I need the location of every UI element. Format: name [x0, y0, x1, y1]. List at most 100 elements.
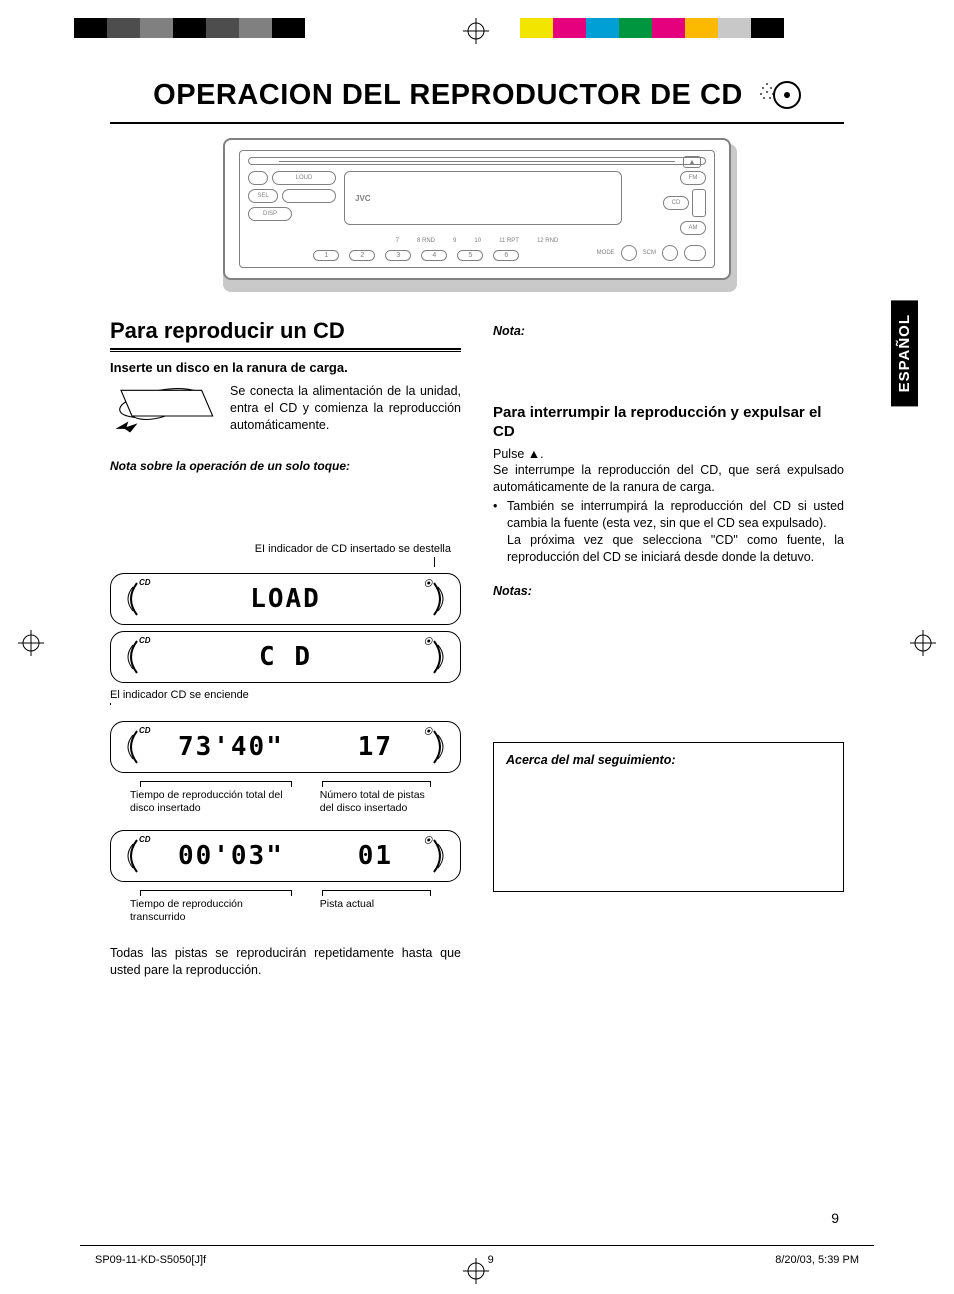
- eject-icon: ▲: [528, 447, 540, 461]
- swatch-group-right: [520, 18, 784, 38]
- section-heading: Para reproducir un CD: [110, 318, 461, 344]
- swatch-group-left: [74, 18, 305, 38]
- eject-button-icon: ▲: [683, 156, 701, 168]
- power-button: [248, 171, 268, 185]
- bracket: [140, 781, 292, 787]
- right-controls: FM CD AM: [630, 171, 706, 235]
- tiny-label: 12 RND: [537, 238, 558, 244]
- loud-button: LOUD: [272, 171, 336, 185]
- lcd-panel-cd: CD⦿ C D: [110, 631, 461, 683]
- nota-label: Nota:: [493, 324, 844, 338]
- preset-6: 6: [493, 250, 519, 261]
- swatch: [586, 18, 619, 38]
- notas-label: Notas:: [493, 584, 844, 598]
- footer-filename: SP09-11-KD-S5050[J]f: [95, 1254, 206, 1266]
- bracket: [322, 890, 431, 896]
- subheading-insert: Inserte un disco en la ranura de carga.: [110, 360, 461, 375]
- swatch: [520, 18, 553, 38]
- lcd-arc-right-icon: [430, 836, 450, 876]
- mistracking-box: Acerca del mal seguimiento:: [493, 742, 844, 892]
- insert-disc-illustration: [110, 383, 220, 443]
- tiny-label: 7: [396, 238, 399, 244]
- left-column: Para reproducir un CD Inserte un disco e…: [110, 318, 461, 979]
- lcd-cd-label: CD: [139, 726, 151, 737]
- lcd-panel-total: CD⦿ 73'40" 17: [110, 721, 461, 773]
- mode-label: MODE: [597, 250, 615, 256]
- sel-button: SEL: [248, 189, 278, 203]
- lcd-cd-label: CD: [139, 835, 151, 846]
- bracket: [140, 890, 292, 896]
- nav-button: [282, 189, 336, 203]
- tiny-label: 11 RPT: [499, 238, 519, 244]
- bullet-text: También se interrumpirá la reproducción …: [507, 499, 844, 530]
- registration-mark-icon: [18, 630, 44, 656]
- cd-button: CD: [663, 196, 689, 210]
- subheading-stop-eject: Para interrumpir la reproducción y expul…: [493, 404, 844, 442]
- lcd-panel-elapsed: CD⦿ 00'03" 01: [110, 830, 461, 882]
- lcd-arc-left-icon: [121, 727, 141, 767]
- swatch: [74, 18, 107, 38]
- language-tab: ESPAÑOL: [891, 300, 918, 406]
- lcd-cdin-icon: ⦿: [424, 636, 432, 647]
- caption-cd-inserted: EI indicador de CD insertado se destella: [110, 543, 461, 555]
- pointer-line: [110, 703, 461, 705]
- swatch: [652, 18, 685, 38]
- fm-button: FM: [680, 171, 706, 185]
- lcd-arc-left-icon: [121, 637, 141, 677]
- lcd-cdin-icon: ⦿: [424, 835, 432, 846]
- preset-3: 3: [385, 250, 411, 261]
- title-underline: [110, 122, 844, 124]
- heading-underline: [110, 348, 461, 350]
- bullet-item: También se interrumpirá la reproducción …: [493, 498, 844, 566]
- arrow-icon: [116, 422, 138, 433]
- label-current-track: Pista actual: [320, 898, 441, 923]
- page-number: 9: [831, 1210, 839, 1226]
- swatch: [272, 18, 305, 38]
- preset-1: 1: [313, 250, 339, 261]
- footer-page: 9: [488, 1254, 494, 1266]
- swatch: [619, 18, 652, 38]
- swatch: [751, 18, 784, 38]
- scm-label: SCM: [643, 250, 656, 256]
- lcd-cdin-icon: ⦿: [424, 726, 432, 737]
- repeat-body-text: Todas las pistas se reproducirán repetid…: [110, 945, 461, 979]
- cd-slot: ▲: [248, 157, 706, 165]
- swatch: [206, 18, 239, 38]
- lcd-cd-label: CD: [139, 636, 151, 647]
- lcd-arc-right-icon: [430, 579, 450, 619]
- label-elapsed-time: Tiempo de reproducción transcurrido: [130, 898, 300, 923]
- preset-2: 2: [349, 250, 375, 261]
- mode-knob: [621, 245, 637, 261]
- page-title: OPERACION DEL REPRODUCTOR DE CD: [153, 79, 743, 112]
- footer-datetime: 8/20/03, 5:39 PM: [775, 1254, 859, 1266]
- preset-5: 5: [457, 250, 483, 261]
- tiny-label: 9: [453, 238, 456, 244]
- cd-icon: [757, 78, 801, 112]
- swatch: [685, 18, 718, 38]
- lcd-cdin-icon: ⦿: [424, 578, 432, 589]
- stereo-display: JVC: [344, 171, 622, 225]
- tiny-label: 10: [474, 238, 481, 244]
- label-total-time: Tiempo de reproducción total del disco i…: [130, 789, 300, 814]
- note-single-touch: Nota sobre la operación de un solo toque…: [110, 459, 461, 473]
- extra-knob: [684, 245, 706, 261]
- footer: SP09-11-KD-S5050[J]f 9 8/20/03, 5:39 PM: [95, 1254, 859, 1266]
- brand-label: JVC: [355, 194, 371, 203]
- am-button: AM: [680, 221, 706, 235]
- swatch: [718, 18, 751, 38]
- preset-4: 4: [421, 250, 447, 261]
- swatch: [173, 18, 206, 38]
- footer-rule: [80, 1245, 874, 1246]
- swatch: [107, 18, 140, 38]
- bracket: [322, 781, 431, 787]
- press-eject-text: Pulse ▲.: [493, 446, 844, 463]
- label-total-tracks: Número total de pistas del disco inserta…: [320, 789, 441, 814]
- stereo-illustration: ▲ LOUD SEL DISP: [217, 144, 737, 292]
- insert-body-text: Se conecta la alimentación de la unidad,…: [230, 383, 461, 443]
- lcd-arc-left-icon: [121, 836, 141, 876]
- lcd-arc-right-icon: [430, 727, 450, 767]
- seek-rocker: [692, 189, 706, 217]
- lcd-arc-right-icon: [430, 637, 450, 677]
- bullet-text: La próxima vez que selecciona "CD" como …: [507, 533, 844, 564]
- box-title: Acerca del mal seguimiento:: [506, 753, 831, 767]
